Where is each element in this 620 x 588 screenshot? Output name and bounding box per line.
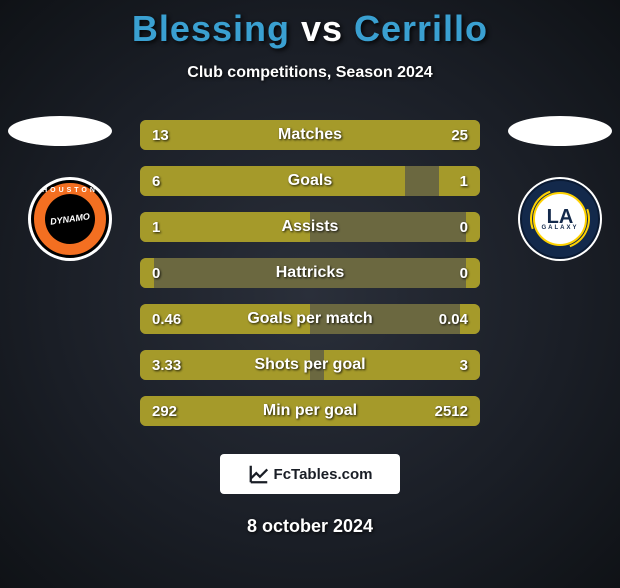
stat-value-left: 1 — [152, 219, 160, 236]
team-left-abbrev: DYNAMO — [50, 212, 91, 226]
chart-icon — [248, 463, 270, 485]
stat-value-right: 1 — [460, 173, 468, 190]
stat-rows-container: Matches1325Goals61Assists10Hattricks00Go… — [140, 120, 480, 426]
team-left-logo: HOUSTON DYNAMO — [25, 174, 115, 264]
stat-value-right: 0 — [460, 265, 468, 282]
player1-name: Blessing — [132, 8, 290, 49]
stat-row: Goals6 1 — [140, 166, 480, 196]
player1-shadow-ellipse — [8, 116, 112, 146]
stat-label: Shots per goal — [140, 356, 480, 374]
stat-value-right: 3 — [460, 357, 468, 374]
stat-value-right: 25 — [451, 127, 468, 144]
team-right-logo: LA GALAXY — [515, 174, 605, 264]
stat-value-left: 3.33 — [152, 357, 181, 374]
stat-row: Hattricks0 0 — [140, 258, 480, 288]
player2-shadow-ellipse — [508, 116, 612, 146]
stat-label: Goals — [140, 172, 480, 190]
stat-row: Matches13 25 — [140, 120, 480, 150]
competition-subtitle: Club competitions, Season 2024 — [0, 64, 620, 82]
stat-row: Min per goal292 2512 — [140, 396, 480, 426]
stat-value-left: 292 — [152, 403, 177, 420]
stat-label: Assists — [140, 218, 480, 236]
stat-value-left: 6 — [152, 173, 160, 190]
branding-badge: FcTables.com — [220, 454, 400, 494]
stat-value-right: 0 — [460, 219, 468, 236]
stat-value-left: 0 — [152, 265, 160, 282]
comparison-title: Blessing vs Cerrillo — [0, 8, 620, 50]
comparison-date: 8 october 2024 — [0, 516, 620, 537]
branding-text: FcTables.com — [274, 466, 373, 483]
stat-value-left: 13 — [152, 127, 169, 144]
vs-text: vs — [290, 8, 354, 49]
player2-name: Cerrillo — [354, 8, 488, 49]
stat-value-right: 0.04 — [439, 311, 468, 328]
stats-panel: HOUSTON DYNAMO LA GALAXY Matches1325Goal… — [0, 120, 620, 426]
stat-value-left: 0.46 — [152, 311, 181, 328]
stat-row: Shots per goal3.33 3 — [140, 350, 480, 380]
stat-label: Hattricks — [140, 264, 480, 282]
stat-label: Min per goal — [140, 402, 480, 420]
stat-value-right: 2512 — [435, 403, 468, 420]
stat-row: Assists1 0 — [140, 212, 480, 242]
stat-label: Matches — [140, 126, 480, 144]
stat-row: Goals per match0.46 0.04 — [140, 304, 480, 334]
stat-label: Goals per match — [140, 310, 480, 328]
